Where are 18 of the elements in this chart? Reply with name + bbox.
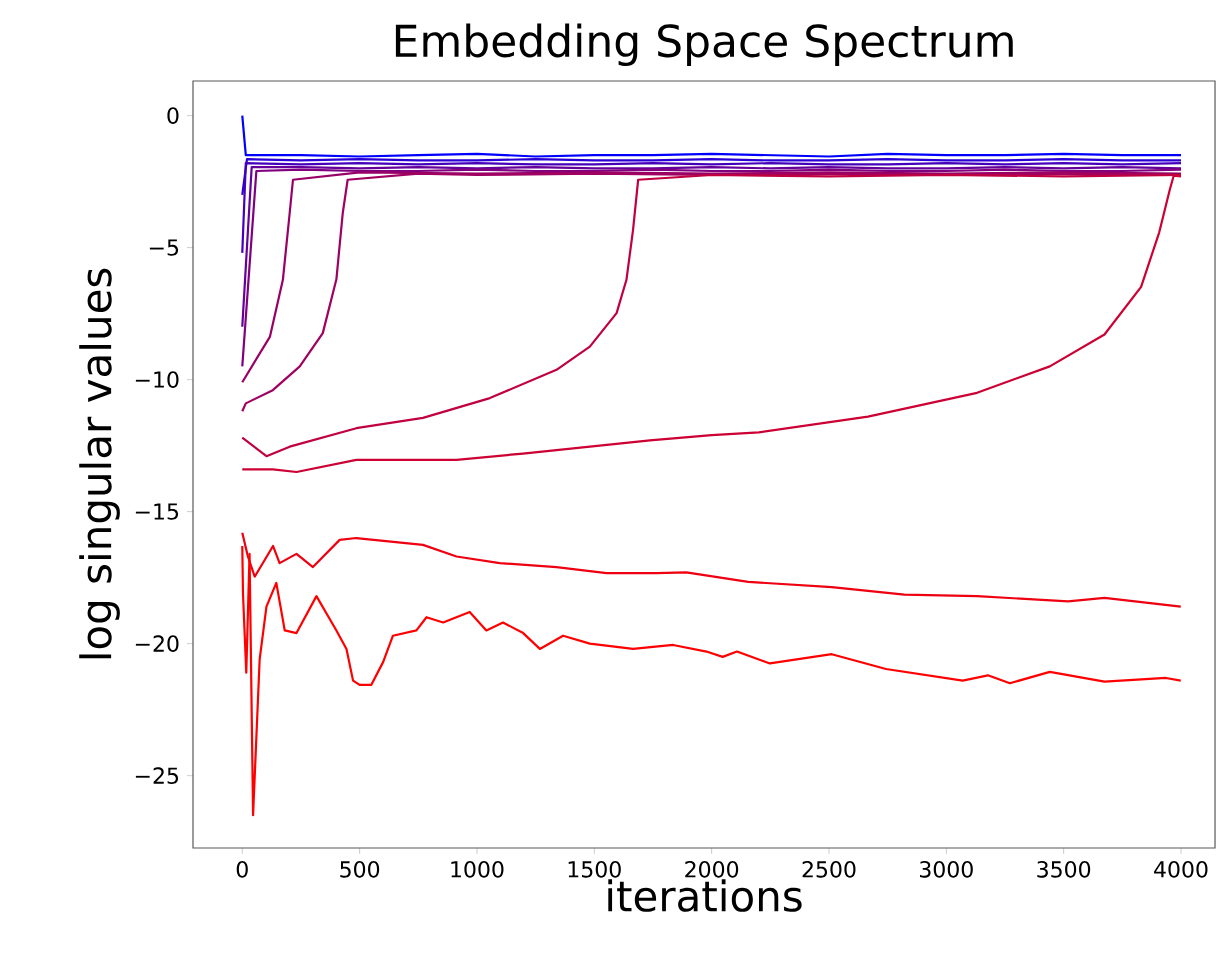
x-tick-label: 3000 bbox=[920, 861, 973, 878]
x-tick-label: 1500 bbox=[568, 861, 621, 878]
y-tick-label: −20 bbox=[135, 635, 179, 652]
x-tick-label: 2500 bbox=[802, 861, 856, 878]
y-tick-label: −5 bbox=[149, 239, 179, 256]
x-tick-label: 3500 bbox=[1037, 861, 1091, 878]
chart-title: Embedding Space Spectrum bbox=[395, 23, 1013, 66]
y-tick-label: −10 bbox=[135, 371, 179, 388]
x-tick-label: 500 bbox=[340, 861, 380, 878]
x-axis-title: iterations bbox=[608, 879, 802, 912]
x-tick-label: 4000 bbox=[1154, 861, 1208, 878]
x-tick-label: 0 bbox=[236, 861, 248, 878]
y-tick-label: 0 bbox=[167, 107, 179, 124]
x-tick-label: 2000 bbox=[685, 861, 739, 878]
x-tick-label: 1000 bbox=[451, 861, 504, 878]
y-axis-title: log singular values bbox=[79, 268, 120, 659]
y-tick-label: −25 bbox=[135, 767, 179, 784]
y-tick-label: −15 bbox=[135, 503, 179, 520]
